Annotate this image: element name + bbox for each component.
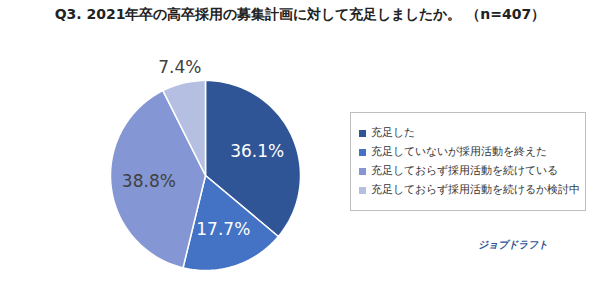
- html-text:充足していないが採用活動を終えた: 充足していないが採用活動を終えた: [371, 145, 547, 157]
- html-text:充足した: 充足した: [371, 126, 415, 138]
- svg-text:17.7%: 17.7%: [196, 219, 250, 239]
- html-text:ジョブドラフト: ジョブドラフト: [478, 239, 548, 250]
- html-text:充足しておらず採用活動を続けている: 充足しておらず採用活動を続けている: [371, 164, 558, 176]
- svg-text:7.4%: 7.4%: [158, 57, 201, 77]
- svg-text:38.8%: 38.8%: [122, 171, 176, 191]
- html-text:Q3. 2021年卒の高卒採用の募集計画に対して充足しました: Q3. 2021年卒の高卒採用の募集計画に対して充足しましたか。 （n=407）: [54, 6, 546, 22]
- svg-text:36.1%: 36.1%: [230, 141, 284, 161]
- html-text:充足しておらず採用活動を続けるか検討中: 充足しておらず採用活動を続けるか検討中: [371, 183, 580, 195]
